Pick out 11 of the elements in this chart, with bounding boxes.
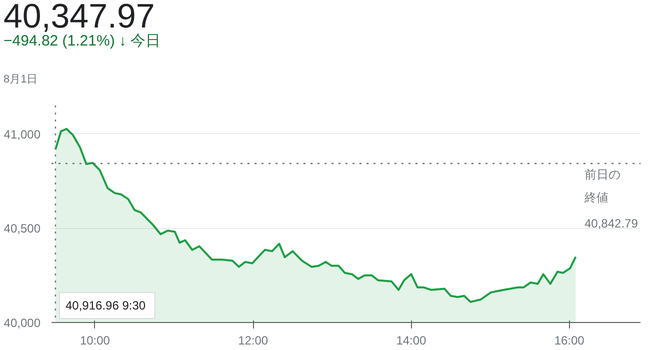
y-tick-label: 41,000	[4, 127, 41, 142]
annotation: 40,916.96 9:30	[66, 298, 146, 312]
x-tick-label: 10:00	[80, 334, 110, 348]
x-tick-label: 16:00	[554, 334, 585, 348]
y-tick-label: 40,000	[4, 316, 41, 330]
text: 8月1日	[4, 74, 38, 86]
x-tick-label: 12:00	[238, 334, 268, 348]
ref-line-label: 前日の終値 40,842.79	[584, 167, 638, 230]
y-tick-label: 40,500	[4, 222, 41, 236]
x-tick-label: 14:00	[396, 334, 427, 348]
chart-subtitle: −494.82 (1.21%) ↓ 今日	[4, 32, 161, 50]
